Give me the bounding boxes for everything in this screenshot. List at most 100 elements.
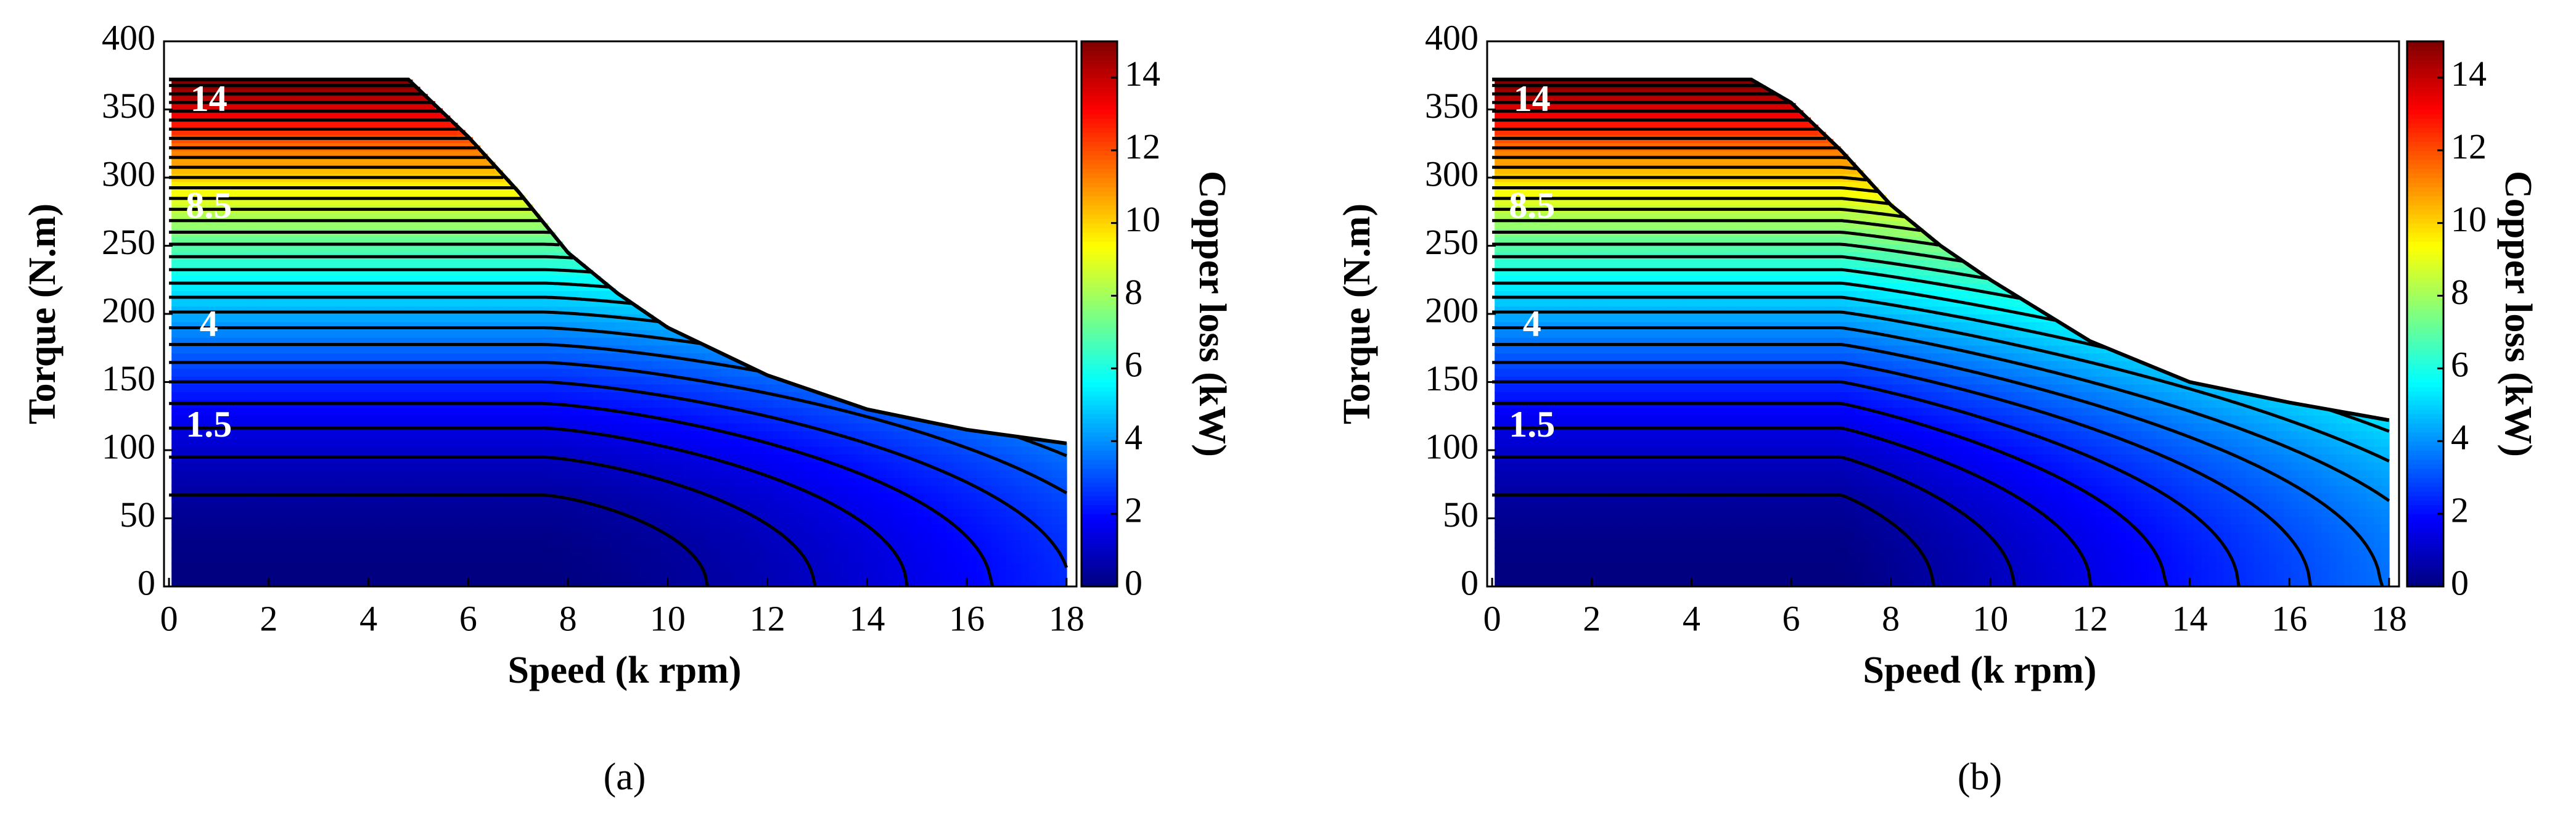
field-cell: [750, 493, 759, 501]
field-cell: [517, 477, 526, 486]
field-cell: [231, 329, 240, 338]
field-cell: [698, 384, 707, 393]
field-cell: [510, 384, 519, 393]
field-cell: [322, 540, 330, 548]
field-cell: [306, 189, 315, 198]
field-cell: [690, 570, 699, 580]
field-cell: [449, 508, 458, 517]
field-cell: [201, 314, 210, 323]
field-cell: [750, 570, 759, 580]
field-cell: [517, 298, 526, 307]
field-cell: [397, 547, 406, 556]
field-cell: [389, 353, 398, 361]
field-cell: [186, 524, 195, 533]
field-cell: [938, 501, 947, 509]
field-cell: [924, 485, 932, 494]
field-cell: [397, 485, 406, 494]
field-cell: [645, 540, 654, 548]
field-cell: [276, 189, 285, 198]
field-cell: [480, 415, 488, 424]
field-cell: [284, 508, 293, 517]
field-cell: [201, 477, 210, 486]
field-cell: [630, 570, 639, 580]
field-cell: [946, 454, 954, 463]
field-cell: [389, 438, 398, 447]
field-cell: [329, 547, 338, 556]
field-cell: [239, 282, 247, 291]
field-cell: [502, 384, 511, 393]
field-cell: [276, 274, 285, 284]
field-cell: [931, 547, 940, 556]
field-cell: [344, 524, 353, 533]
field-cell: [435, 485, 443, 494]
field-cell: [570, 508, 578, 517]
field-cell: [585, 415, 594, 424]
field-cell: [351, 485, 360, 494]
field-cell: [382, 430, 390, 439]
field-cell: [773, 516, 782, 525]
field-cell: [494, 532, 503, 541]
field-cell: [494, 438, 503, 447]
field-cell: [299, 158, 308, 167]
field-cell: [593, 353, 601, 361]
field-cell: [367, 540, 375, 548]
field-cell: [1014, 477, 1022, 486]
field-cell: [517, 508, 526, 517]
field-cell: [562, 485, 571, 494]
field-cell: [548, 438, 556, 447]
field-cell: [344, 259, 353, 268]
field-cell: [412, 501, 420, 509]
field-cell: [427, 516, 435, 525]
field-cell: [284, 524, 293, 533]
field-cell: [886, 469, 895, 478]
field-cell: [795, 508, 804, 517]
field-cell: [247, 555, 255, 564]
field-cell: [314, 274, 322, 284]
field-cell: [969, 469, 977, 478]
field-cell: [359, 392, 368, 400]
field-cell: [427, 353, 435, 361]
field-cell: [525, 461, 533, 471]
field-cell: [652, 360, 661, 369]
field-cell: [351, 353, 360, 361]
field-cell: [367, 282, 375, 291]
field-cell: [261, 477, 270, 486]
field-cell: [683, 368, 691, 377]
field-cell: [419, 430, 428, 439]
field-cell: [239, 368, 247, 377]
field-cell: [555, 368, 564, 377]
field-cell: [337, 430, 345, 439]
field-cell: [261, 212, 270, 221]
field-cell: [502, 430, 511, 439]
field-cell: [976, 438, 985, 447]
field-cell: [668, 422, 676, 432]
field-cell: [464, 384, 473, 393]
field-cell: [374, 298, 383, 307]
field-cell: [389, 485, 398, 494]
field-cell: [675, 438, 684, 447]
field-cell: [254, 384, 263, 393]
field-cell: [668, 461, 676, 471]
field-cell: [442, 485, 451, 494]
field-cell: [615, 493, 623, 501]
field-cell: [231, 392, 240, 400]
field-cell: [382, 532, 390, 541]
field-cell: [494, 392, 503, 400]
field-cell: [306, 111, 315, 120]
field-cell: [351, 469, 360, 478]
field-cell: [638, 493, 646, 501]
field-cell: [314, 384, 322, 393]
field-cell: [690, 524, 699, 533]
field-cell: [878, 438, 887, 447]
field-cell: [638, 485, 646, 494]
field-cell: [886, 532, 895, 541]
field-cell: [224, 578, 232, 587]
field-cell: [231, 469, 240, 478]
field-cell: [472, 508, 481, 517]
field-cell: [893, 477, 902, 486]
field-cell: [351, 446, 360, 455]
field-cell: [668, 345, 676, 353]
field-cell: [698, 368, 707, 377]
field-cell: [457, 555, 466, 564]
field-cell: [382, 392, 390, 400]
